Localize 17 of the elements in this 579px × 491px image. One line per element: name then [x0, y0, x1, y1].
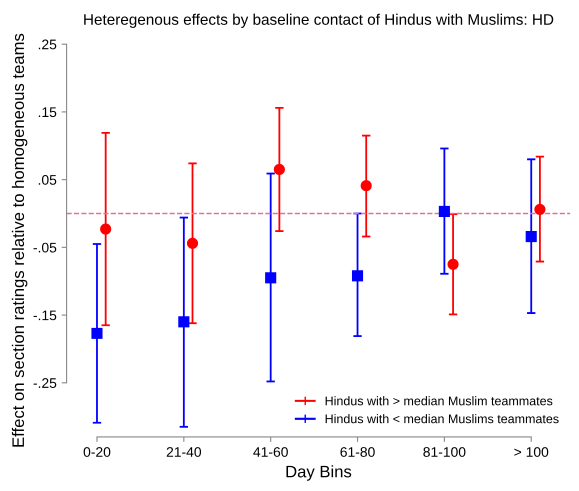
legend-label: Hindus with < median Muslims teammates: [326, 414, 559, 424]
y-tick-label: -.05: [34, 242, 56, 253]
y-tick-label: .05: [38, 174, 56, 185]
x-tick-label: > 100: [514, 447, 548, 457]
x-axis-title: Day Bins: [286, 465, 352, 481]
x-tick-label: 21-40: [166, 447, 202, 457]
y-tick-label: .15: [38, 107, 56, 118]
y-tick-label: .25: [38, 40, 56, 50]
x-tick-label: 81-100: [423, 447, 466, 457]
y-tick-label: -.15: [34, 310, 56, 320]
x-tick-label: 41-60: [253, 447, 288, 457]
y-tick-label: -.25: [34, 378, 56, 388]
x-tick-label: 61-80: [340, 447, 375, 457]
legend-label: Hindus with > median Muslim teammates: [326, 396, 552, 406]
x-tick-label: 0-20: [84, 447, 110, 457]
chart-title: Heteregenous effects by baseline contact of Hindus with Muslims: HD: [84, 14, 554, 28]
y-axis-title: Effect on section ratings relative to homogeneous teams: [12, 34, 28, 447]
